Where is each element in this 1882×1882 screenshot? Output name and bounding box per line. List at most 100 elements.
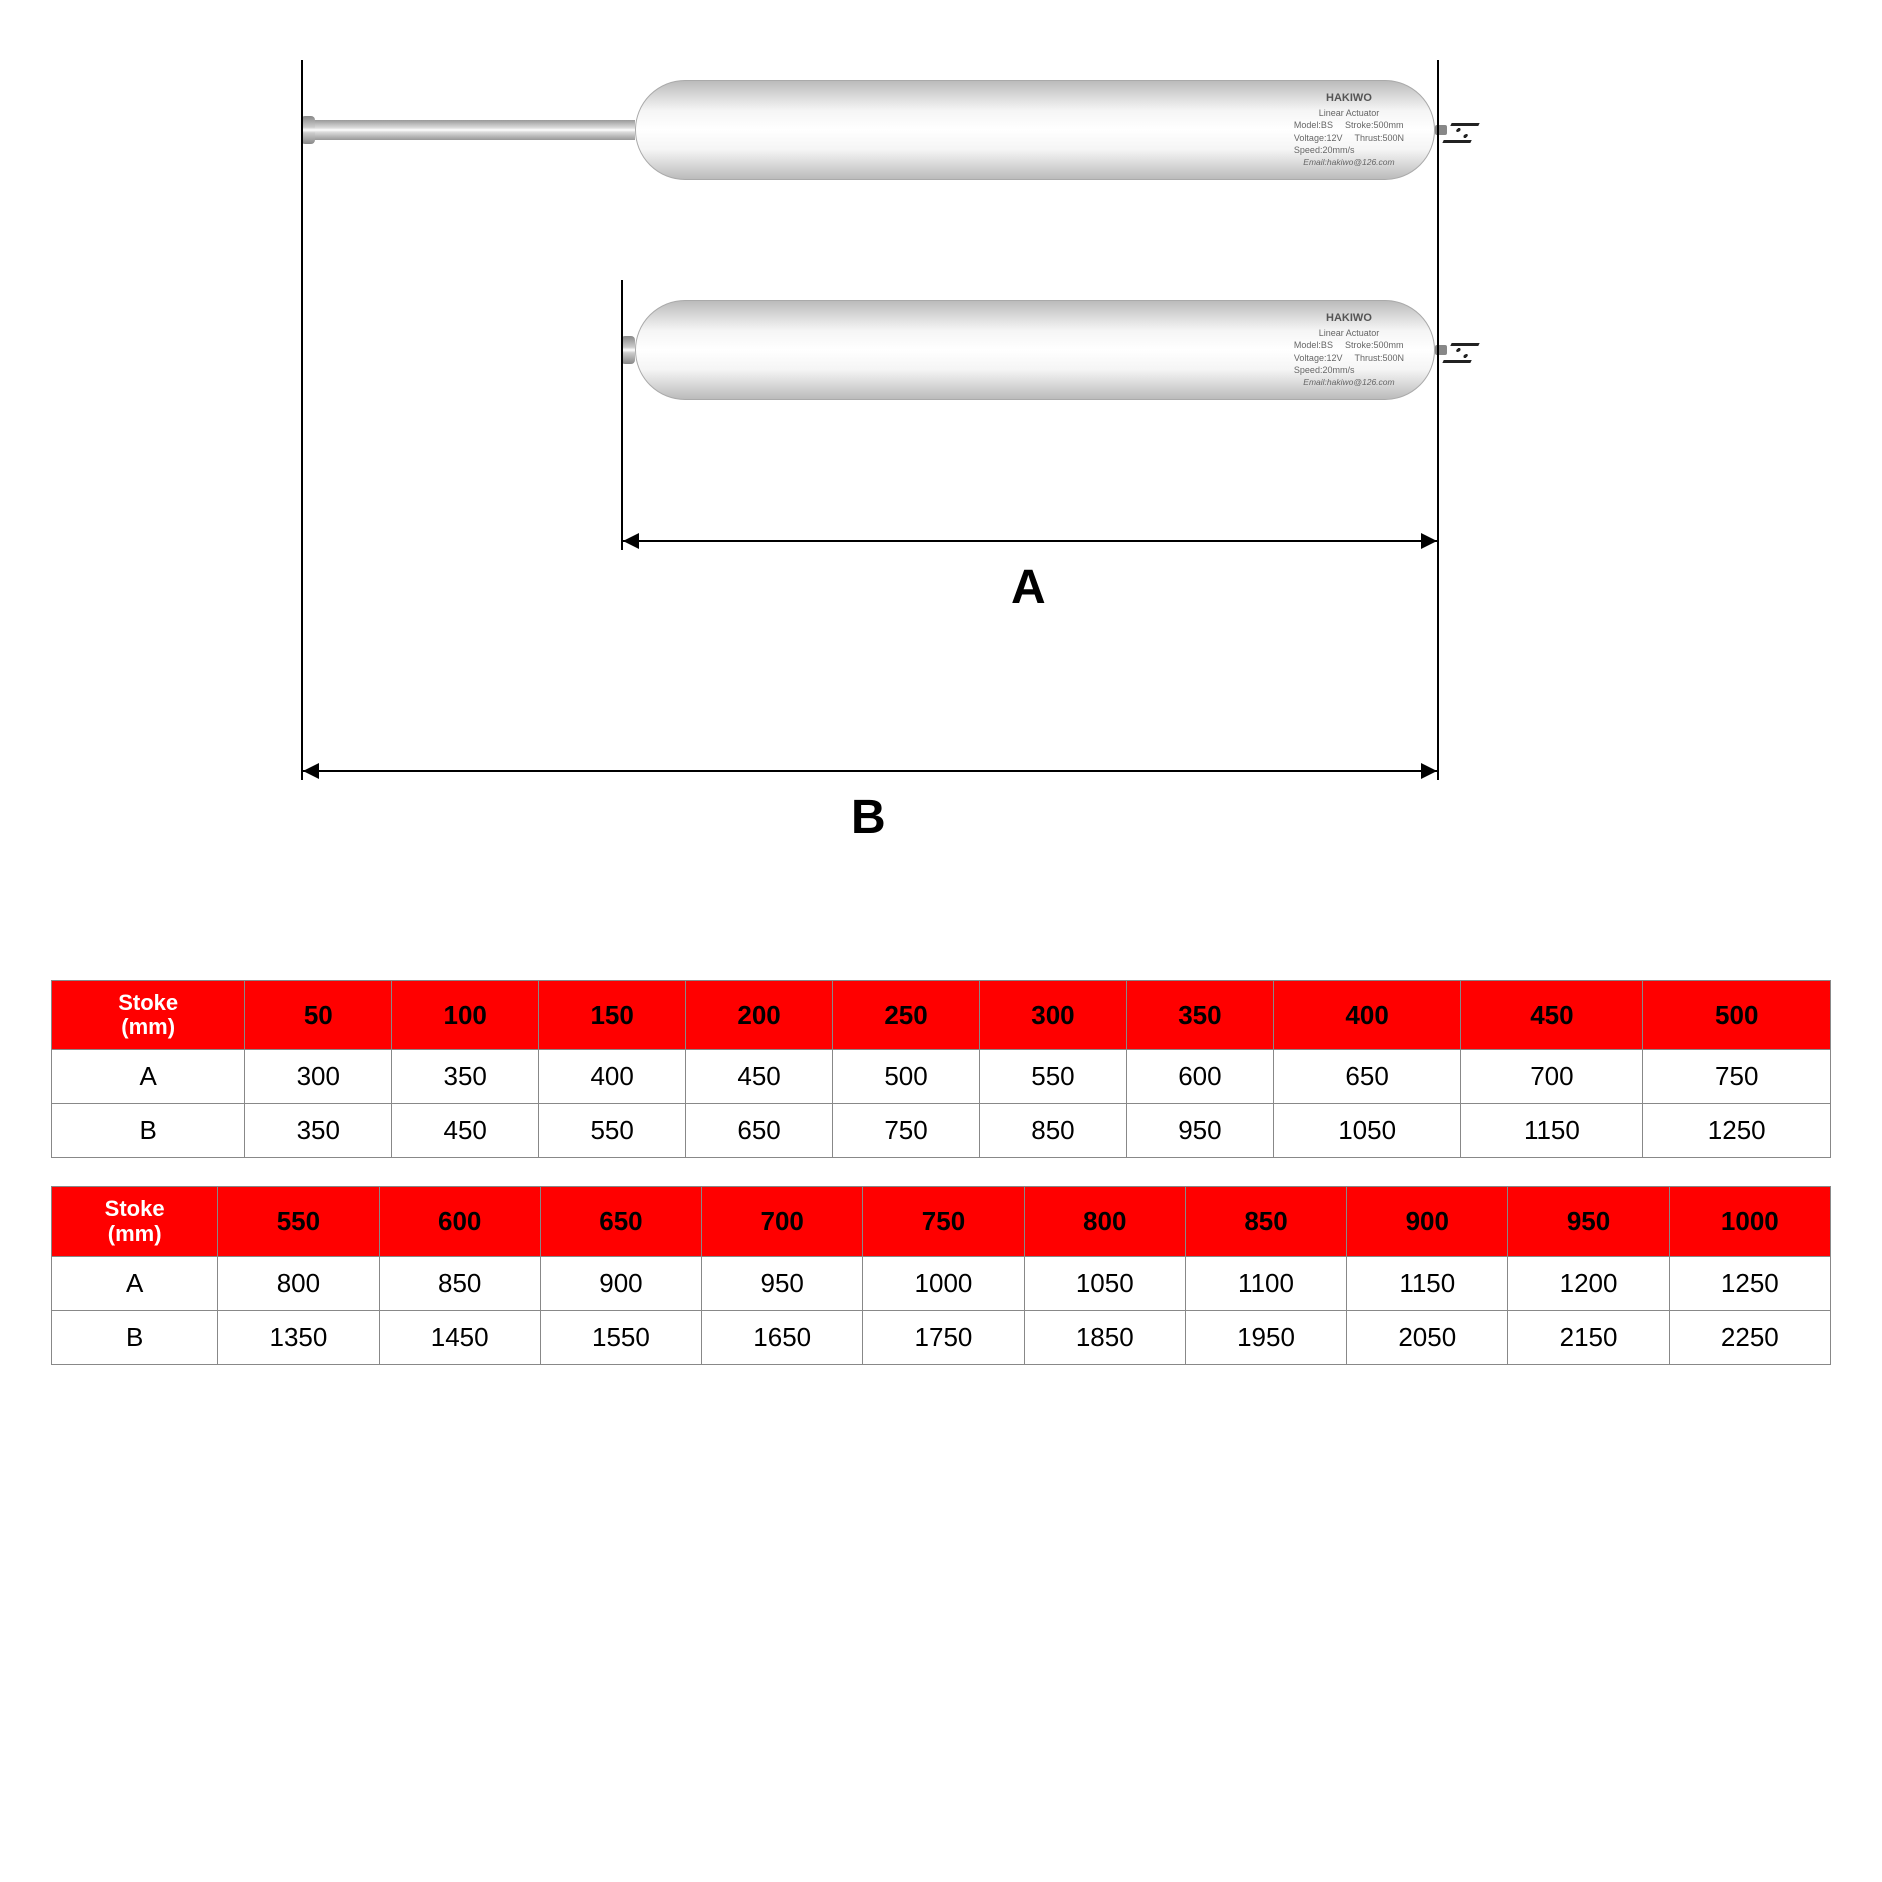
row-label: A: [52, 1050, 245, 1104]
cell: 1450: [379, 1310, 540, 1364]
cell: 1650: [702, 1310, 863, 1364]
cell: 900: [540, 1256, 701, 1310]
col-header: 900: [1347, 1187, 1508, 1256]
col-header-stroke: Stoke(mm): [52, 981, 245, 1050]
row-label: B: [52, 1310, 218, 1364]
cell: 950: [1126, 1104, 1273, 1158]
label-voltage: Voltage:12V: [1294, 132, 1343, 145]
actuator-body: HAKIWO Linear Actuator Model:BS Stroke:50…: [635, 300, 1435, 400]
cell: 850: [980, 1104, 1127, 1158]
label-thrust: Thrust:500N: [1354, 352, 1404, 365]
cell: 2250: [1669, 1310, 1830, 1364]
arrowhead-icon: [623, 533, 639, 549]
cell: 2050: [1347, 1310, 1508, 1364]
col-header: 50: [245, 981, 392, 1050]
cell: 700: [1461, 1050, 1643, 1104]
product-label: HAKIWO Linear Actuator Model:BS Stroke:50…: [1294, 91, 1404, 169]
col-header: 450: [1461, 981, 1643, 1050]
cell: 1550: [540, 1310, 701, 1364]
cell: 500: [833, 1050, 980, 1104]
cell: 1850: [1024, 1310, 1185, 1364]
label-subtitle: Linear Actuator: [1294, 327, 1404, 340]
col-header: 950: [1508, 1187, 1669, 1256]
cell: 1950: [1185, 1310, 1346, 1364]
cell: 550: [539, 1104, 686, 1158]
guide-line: [621, 280, 623, 550]
col-header: 250: [833, 981, 980, 1050]
cell: 950: [702, 1256, 863, 1310]
dimension-diagram: HAKIWO Linear Actuator Model:BS Stroke:50…: [241, 40, 1641, 860]
arrowhead-icon: [303, 763, 319, 779]
cell: 1750: [863, 1310, 1024, 1364]
col-header: 400: [1273, 981, 1460, 1050]
col-header: 1000: [1669, 1187, 1830, 1256]
dim-line-a: [623, 540, 1437, 542]
label-brand: HAKIWO: [1294, 91, 1404, 106]
row-label: B: [52, 1104, 245, 1158]
label-voltage: Voltage:12V: [1294, 352, 1343, 365]
label-thrust: Thrust:500N: [1354, 132, 1404, 145]
rod-tip: [301, 116, 315, 144]
cable-icon: [1435, 341, 1475, 359]
actuator-extended: HAKIWO Linear Actuator Model:BS Stroke:50…: [301, 80, 1475, 180]
label-model: Model:BS: [1294, 339, 1333, 352]
label-stroke: Stroke:500mm: [1345, 119, 1404, 132]
label-model: Model:BS: [1294, 119, 1333, 132]
label-email: Email:hakiwo@126.com: [1294, 377, 1404, 389]
cell: 450: [686, 1050, 833, 1104]
spec-tables: Stoke(mm)50100150200250300350400450500A3…: [51, 980, 1831, 1365]
cell: 1000: [863, 1256, 1024, 1310]
cell: 350: [245, 1104, 392, 1158]
label-subtitle: Linear Actuator: [1294, 107, 1404, 120]
piston-rod: [315, 120, 635, 140]
cell: 650: [1273, 1050, 1460, 1104]
cell: 750: [833, 1104, 980, 1158]
dim-label-b: B: [851, 790, 886, 845]
label-speed: Speed:20mm/s: [1294, 144, 1404, 157]
cell: 1350: [218, 1310, 379, 1364]
col-header: 700: [702, 1187, 863, 1256]
col-header: 150: [539, 981, 686, 1050]
table-row: A800850900950100010501100115012001250: [52, 1256, 1831, 1310]
col-header-stroke: Stoke(mm): [52, 1187, 218, 1256]
cell: 1250: [1669, 1256, 1830, 1310]
table-row: B350450550650750850950105011501250: [52, 1104, 1831, 1158]
actuator-body: HAKIWO Linear Actuator Model:BS Stroke:50…: [635, 80, 1435, 180]
col-header: 750: [863, 1187, 1024, 1256]
dim-line-b: [303, 770, 1437, 772]
cell: 800: [218, 1256, 379, 1310]
cell: 450: [392, 1104, 539, 1158]
cell: 350: [392, 1050, 539, 1104]
product-label: HAKIWO Linear Actuator Model:BS Stroke:50…: [1294, 311, 1404, 389]
col-header: 200: [686, 981, 833, 1050]
table-row: B135014501550165017501850195020502150225…: [52, 1310, 1831, 1364]
dim-label-a: A: [1011, 560, 1046, 615]
col-header: 100: [392, 981, 539, 1050]
label-stroke: Stroke:500mm: [1345, 339, 1404, 352]
cell: 1150: [1461, 1104, 1643, 1158]
col-header: 650: [540, 1187, 701, 1256]
col-header: 850: [1185, 1187, 1346, 1256]
cell: 400: [539, 1050, 686, 1104]
cell: 1200: [1508, 1256, 1669, 1310]
col-header: 350: [1126, 981, 1273, 1050]
cell: 1150: [1347, 1256, 1508, 1310]
cell: 850: [379, 1256, 540, 1310]
label-speed: Speed:20mm/s: [1294, 364, 1404, 377]
col-header: 800: [1024, 1187, 1185, 1256]
guide-line: [301, 60, 303, 780]
arrowhead-icon: [1421, 533, 1437, 549]
cell: 1050: [1024, 1256, 1185, 1310]
label-email: Email:hakiwo@126.com: [1294, 157, 1404, 169]
actuator-retracted: HAKIWO Linear Actuator Model:BS Stroke:50…: [621, 300, 1475, 400]
cable-icon: [1435, 121, 1475, 139]
cell: 600: [1126, 1050, 1273, 1104]
cell: 550: [980, 1050, 1127, 1104]
spec-table: Stoke(mm)5506006507007508008509009501000…: [51, 1186, 1831, 1364]
arrowhead-icon: [1421, 763, 1437, 779]
cell: 1050: [1273, 1104, 1460, 1158]
cell: 1100: [1185, 1256, 1346, 1310]
cell: 650: [686, 1104, 833, 1158]
col-header: 300: [980, 981, 1127, 1050]
label-brand: HAKIWO: [1294, 311, 1404, 326]
